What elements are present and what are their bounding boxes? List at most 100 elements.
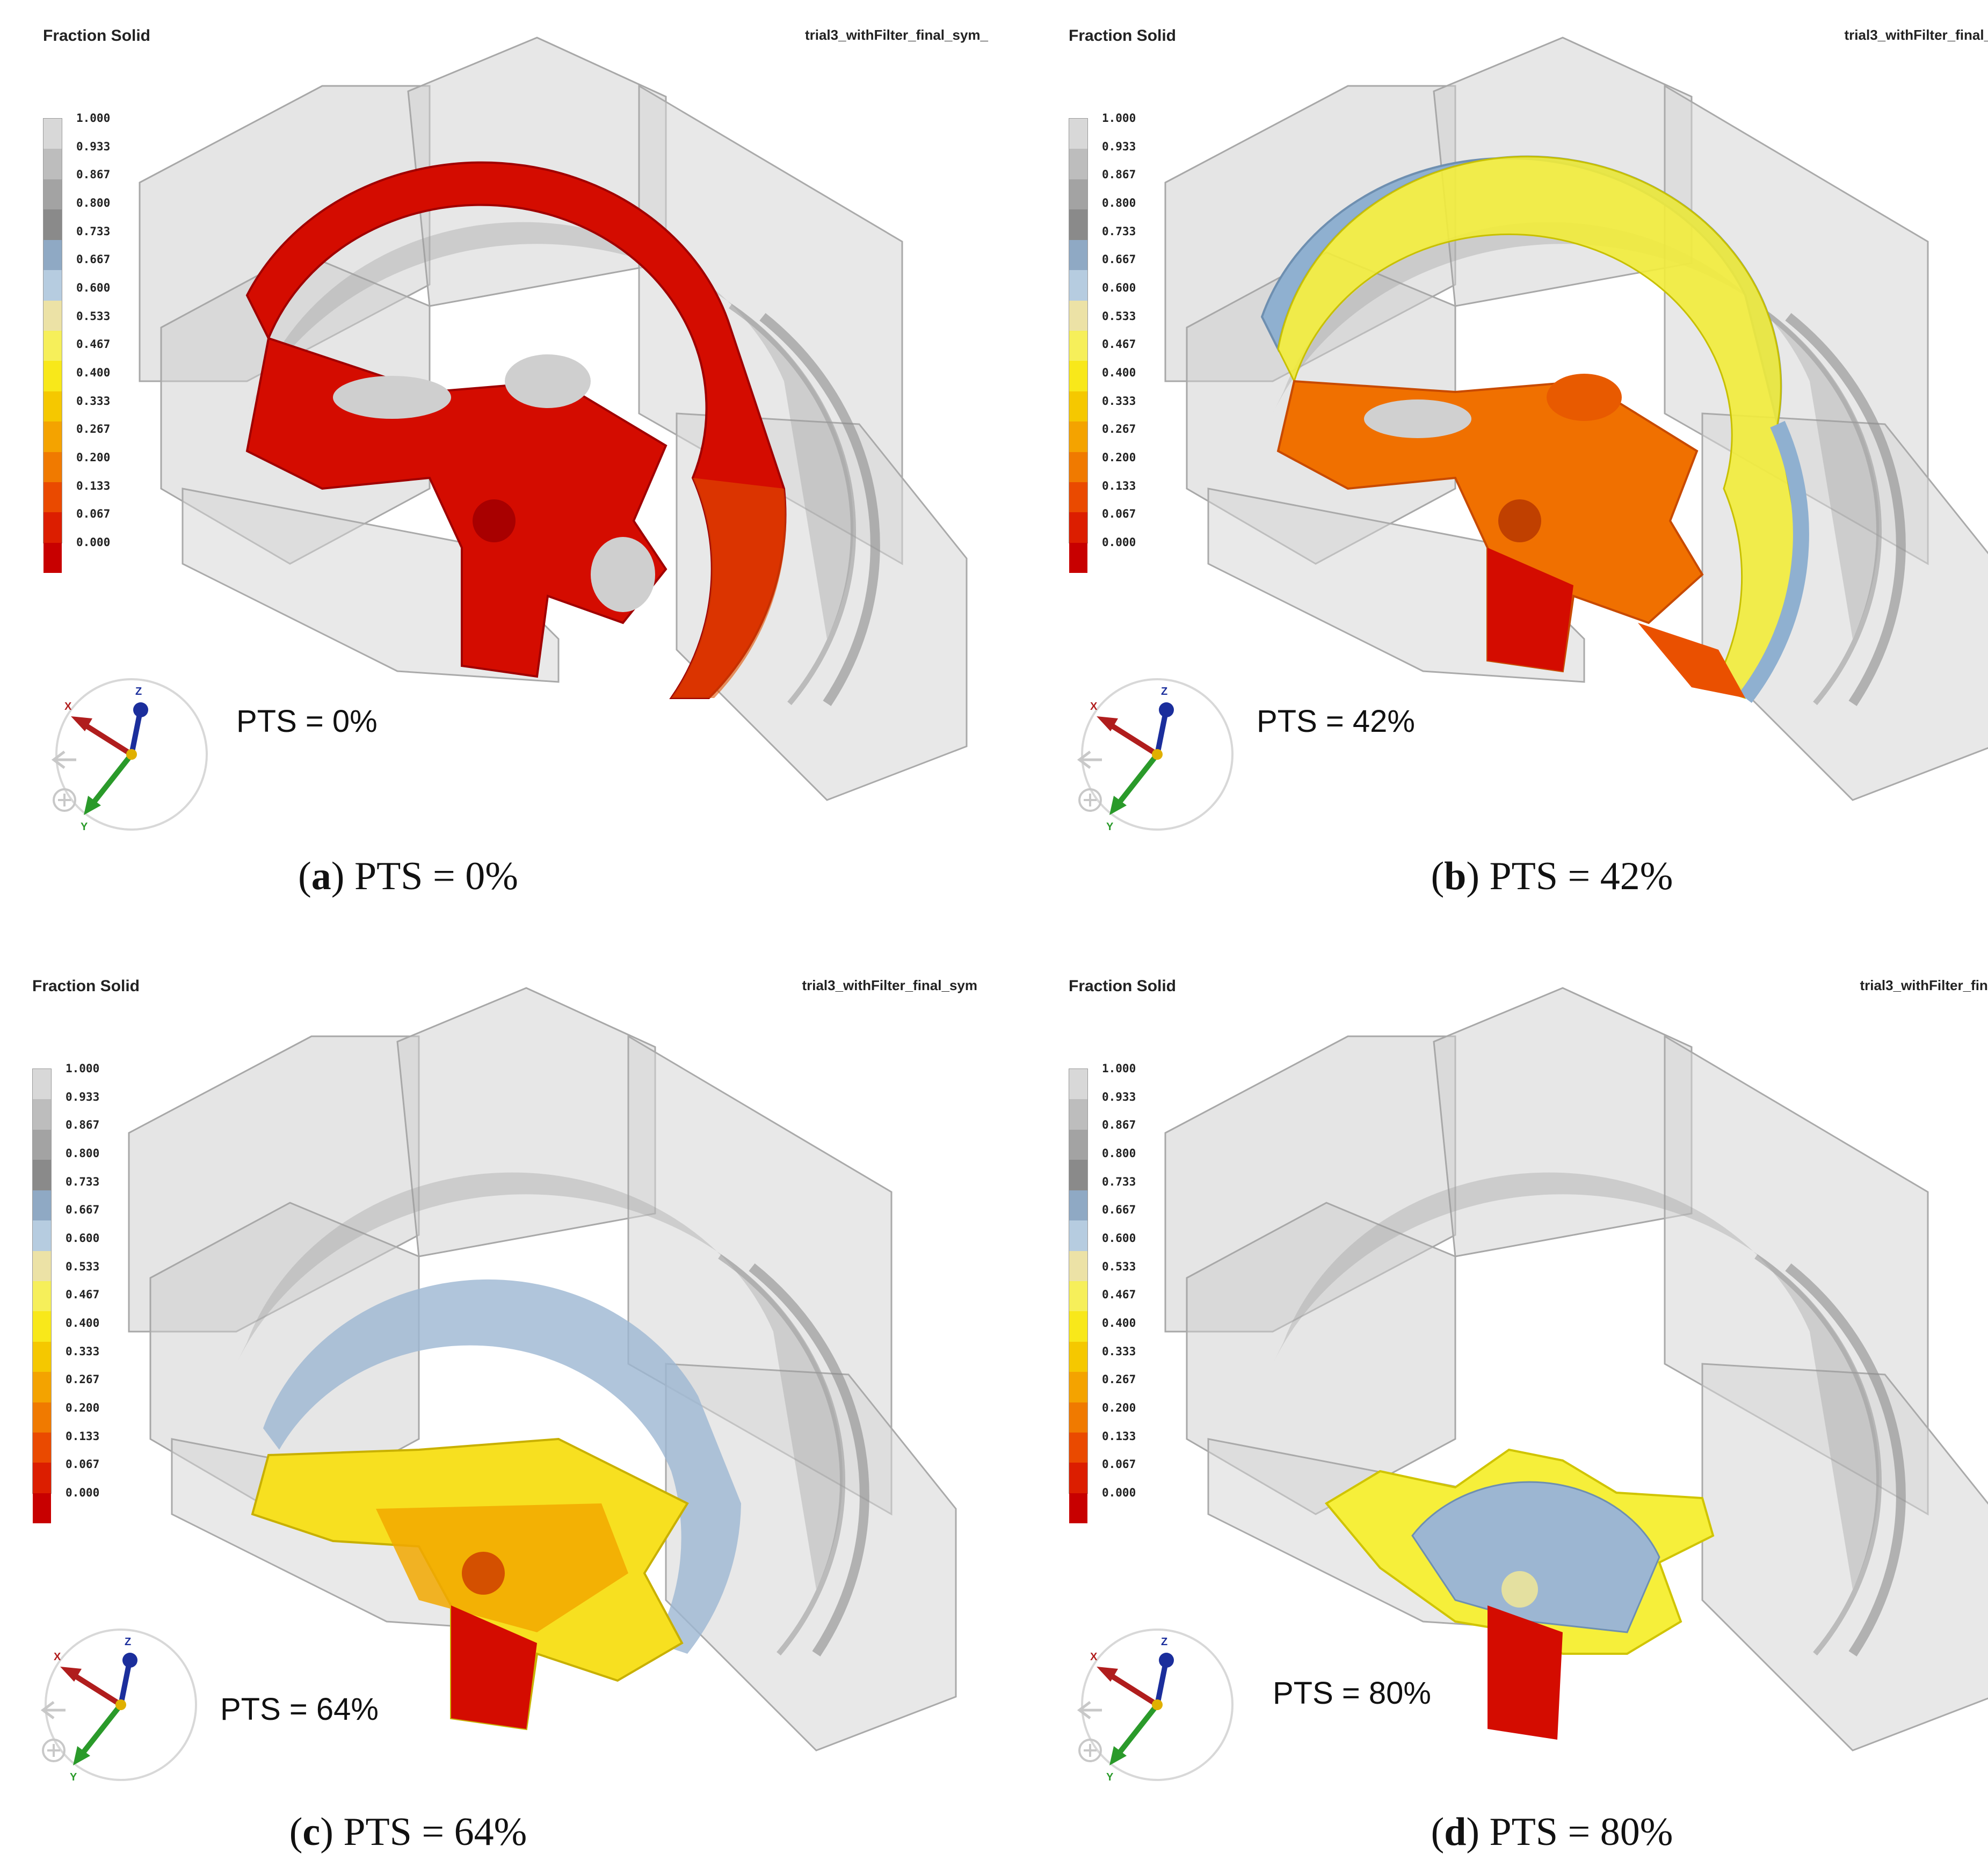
file-name: trial3_withFilter_final_sym [1860,977,1988,993]
legend-tick-label: 0.333 [1102,394,1136,408]
legend-swatch [43,270,62,301]
legend-tick-label: 0.800 [1102,197,1136,209]
legend-tick-label: 0.667 [1102,253,1136,266]
simulation-view [1047,956,1988,1804]
legend-tick-label: 0.933 [1102,1090,1136,1103]
legend-tick-label: 0.667 [66,1203,100,1217]
legend-tick-label: 0.200 [66,1401,100,1414]
legend-tick-label: 0.067 [1102,1458,1136,1471]
legend-swatch [1069,300,1087,331]
legend-tick-label: 0.467 [1102,1288,1136,1302]
axis-triad-icon [43,671,220,838]
legend-swatch [1069,1433,1087,1463]
caption-a: (a) PTS = 0% [298,854,518,898]
legend-swatch [43,209,62,240]
legend-tick-label: 0.667 [76,253,111,266]
legend-tick-label: 0.267 [66,1373,100,1386]
pts-label: PTS = 80% [1273,1676,1431,1711]
legend-tick-label: 0.533 [1102,1260,1136,1273]
legend-colorbar [32,1069,52,1524]
panel-title: Fraction Solid [32,977,140,995]
legend-swatch [33,1160,51,1190]
legend-swatch [33,1190,51,1221]
pts-label: PTS = 64% [220,1692,379,1727]
legend-tick-label: 0.400 [66,1317,100,1329]
legend-tick-label: 0.200 [1102,451,1136,464]
legend-swatch [1069,1099,1087,1130]
legend-tick-label: 0.533 [1102,309,1136,323]
caption-b: (b) PTS = 42% [1431,854,1673,898]
legend-tick-label: 1.000 [76,112,111,125]
legend-tick-label: 0.533 [76,309,111,323]
legend-tick-label: 0.533 [66,1260,100,1273]
legend-tick-label: 1.000 [1102,1062,1136,1075]
panel-a: Fraction Solid trial3_withFilter_final_s… [21,5,1010,854]
legend-swatch [43,361,62,391]
legend-swatch [1069,1160,1087,1190]
legend-tick-label: 0.867 [1102,1118,1136,1132]
legend-tick-label: 0.067 [66,1458,100,1471]
legend-tick-label: 0.400 [1102,366,1136,379]
panel-b: Fraction Solid trial3_withFilter_final_s… [1047,5,1988,854]
legend-swatch [33,1493,51,1524]
legend-swatch [1069,1129,1087,1160]
panel-title: Fraction Solid [1069,977,1177,995]
legend-tick-label: 0.600 [76,281,111,294]
legend-tick-label: 0.867 [1102,168,1136,181]
legend-swatch [1069,1463,1087,1493]
pts-label: PTS = 0% [236,704,378,739]
simulation-view [21,5,1010,854]
legend-swatch [43,542,62,573]
legend-swatch [1069,1311,1087,1342]
legend-tick-label: 0.267 [1102,423,1136,436]
legend-swatch [1069,1069,1087,1100]
legend-swatch [1069,452,1087,483]
legend-swatch [1069,1402,1087,1433]
legend-tick-label: 0.733 [1102,1175,1136,1188]
legend-swatch [43,330,62,361]
legend-tick-label: 1.000 [66,1062,100,1075]
legend-tick-label: 0.933 [66,1090,100,1103]
legend-tick-label: 0.000 [1102,1486,1136,1499]
legend-colorbar [1069,1069,1088,1524]
legend-tick-label: 0.600 [1102,1232,1136,1245]
legend-swatch [33,1099,51,1130]
legend-swatch [1069,239,1087,271]
legend-swatch [1069,330,1087,361]
legend-tick-label: 0.867 [66,1118,100,1132]
legend-tick-label: 0.333 [1102,1344,1136,1358]
panel-d: Fraction Solid trial3_withFilter_final_s… [1047,956,1988,1804]
axis-triad-icon [1069,1622,1246,1788]
legend-swatch [1069,1372,1087,1402]
legend-tick-label: 0.200 [1102,1401,1136,1414]
legend-swatch [43,179,62,210]
legend-swatch [33,1281,51,1312]
legend-swatch [1069,421,1087,452]
legend-swatch [1069,209,1087,240]
legend-tick-label: 0.267 [1102,1373,1136,1386]
legend-swatch [33,1402,51,1433]
axis-triad-icon [1069,671,1246,838]
legend-swatch [43,391,62,422]
legend-swatch [1069,119,1087,149]
legend-swatch [43,239,62,271]
legend-swatch [33,1463,51,1493]
legend-tick-label: 0.133 [1102,479,1136,492]
legend-swatch [33,1433,51,1463]
legend-tick-label: 0.600 [66,1232,100,1245]
legend-tick-label: 0.800 [66,1147,100,1160]
color-legend: 1.000 0.933 0.867 0.800 0.733 0.667 0.600 0.533… [1069,1062,1176,1524]
legend-tick-label: 0.333 [76,394,111,408]
legend-tick-label: 0.733 [1102,224,1136,238]
legend-tick-label: 0.000 [66,1486,100,1499]
pts-label: PTS = 42% [1257,704,1415,739]
legend-swatch [33,1129,51,1160]
panel-c: Fraction Solid trial3_withFilter_final_s… [11,956,999,1804]
legend-swatch [1069,149,1087,179]
legend-tick-label: 0.733 [76,224,111,238]
legend-swatch [43,300,62,331]
legend-tick-label: 0.600 [1102,281,1136,294]
color-legend: 1.000 0.933 0.867 0.800 0.733 0.667 0.600 0.533… [1069,112,1176,573]
legend-tick-label: 0.933 [1102,140,1136,153]
legend-tick-label: 0.333 [66,1344,100,1358]
